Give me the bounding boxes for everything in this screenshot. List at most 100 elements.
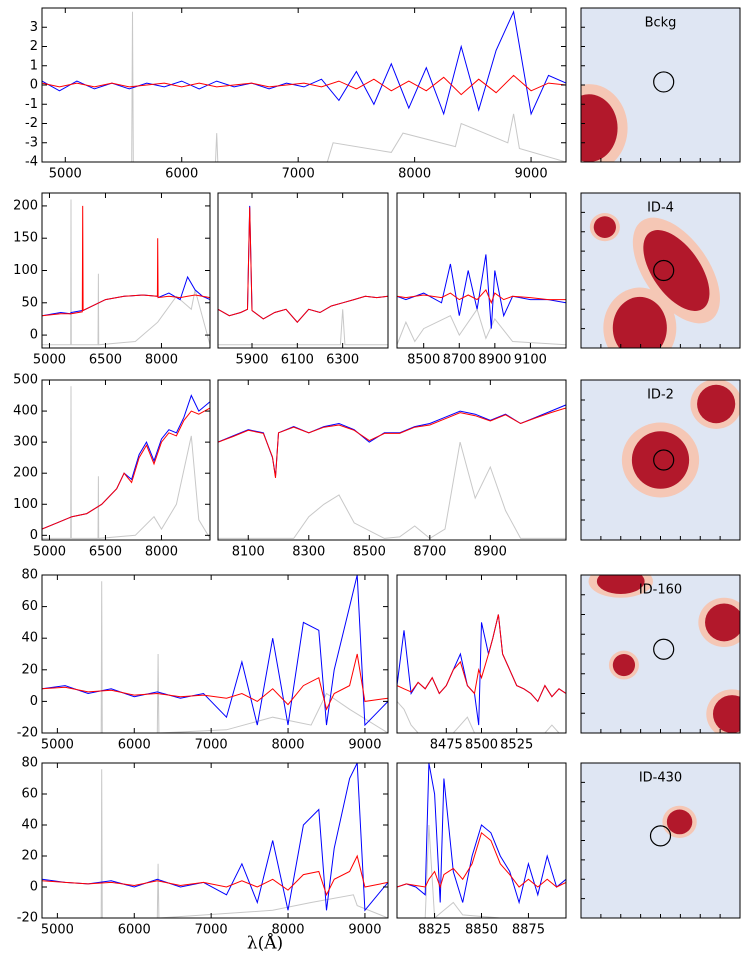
spectrum-line — [42, 653, 388, 711]
y-tick-label: 1 — [30, 58, 38, 73]
image-label: Bckg — [645, 16, 677, 31]
y-tick-label: 3 — [30, 20, 38, 35]
spectrum-line — [218, 441, 566, 540]
image-panel: ID-160 — [580, 574, 741, 734]
y-tick-label: 2 — [30, 39, 38, 54]
spectrum-line — [42, 11, 566, 162]
source — [712, 695, 740, 733]
y-tick-label: 200 — [13, 198, 38, 213]
y-tick-label: 500 — [13, 373, 38, 388]
x-tick-label: 6000 — [165, 167, 198, 182]
y-tick-label: 200 — [13, 466, 38, 481]
spectrum-panel: 5000 6000 7000 8000 9000 -20 0 20 40 60 80 — [17, 568, 389, 753]
x-axis-label: λ(Å) — [247, 933, 283, 954]
x-tick-label: 8825 — [418, 923, 451, 938]
frame — [41, 192, 211, 349]
spectrum-line — [42, 407, 210, 530]
x-tick-label: 9000 — [515, 167, 548, 182]
y-tick-label: 0 — [30, 78, 38, 93]
aperture — [653, 638, 675, 660]
frame — [396, 192, 567, 349]
spectrum-line — [397, 254, 566, 329]
image-content — [581, 763, 740, 918]
spectrum-panel: 8475 8500 8525 — [396, 574, 567, 753]
y-tick-label: -2 — [25, 116, 38, 131]
image-panel: ID-2 — [580, 379, 741, 541]
y-tick-label: -20 — [17, 726, 38, 741]
image-content — [581, 575, 740, 733]
y-tick-label: 80 — [21, 568, 38, 583]
y-tick-label: 60 — [21, 599, 38, 614]
y-tick-label: 50 — [21, 295, 38, 310]
x-tick-label: 6500 — [89, 353, 122, 368]
y-tick-label: 0 — [30, 694, 38, 709]
x-tick-label: 7000 — [195, 923, 228, 938]
plot-area — [397, 254, 566, 346]
source — [643, 230, 710, 311]
aperture — [649, 825, 672, 847]
plot-area — [42, 10, 566, 162]
x-tick-label: 7000 — [282, 167, 315, 182]
frame — [41, 574, 389, 734]
spectrum-line — [42, 394, 210, 530]
y-tick-label: 400 — [13, 404, 38, 419]
source — [581, 94, 618, 162]
plot-area — [42, 763, 388, 918]
spectrum-line — [397, 831, 566, 889]
x-tick-label: 8850 — [465, 923, 498, 938]
spectrum-line — [42, 386, 210, 539]
x-tick-label: 7000 — [195, 738, 228, 753]
y-tick-label: 100 — [13, 497, 38, 512]
image-label: ID-4 — [647, 201, 674, 216]
y-tick-label: 0 — [30, 880, 38, 895]
source — [593, 216, 616, 238]
spectrum-panel: 8500 8700 8900 9100 — [396, 192, 567, 368]
spectrum-line — [397, 308, 566, 346]
plot-area — [218, 404, 566, 540]
y-tick-label: 100 — [13, 263, 38, 278]
x-tick-label: 5900 — [235, 353, 268, 368]
source — [612, 296, 667, 348]
x-tick-label: 8000 — [145, 545, 178, 560]
x-tick-label: 6100 — [281, 353, 314, 368]
frame — [396, 574, 567, 734]
y-tick-label: 0 — [30, 328, 38, 343]
x-tick-label: 5000 — [33, 353, 66, 368]
x-tick-label: 8500 — [407, 353, 440, 368]
spectrum-line — [218, 205, 388, 323]
x-tick-label: 6000 — [118, 738, 151, 753]
aperture — [653, 259, 675, 282]
x-tick-label: 5000 — [41, 923, 74, 938]
image-panel: ID-430 — [580, 762, 741, 919]
x-tick-label: 8475 — [430, 738, 463, 753]
spectrum-line — [42, 205, 210, 317]
y-tick-label: 150 — [13, 231, 38, 246]
x-tick-label: 9100 — [514, 353, 547, 368]
spectrum-line — [42, 854, 388, 897]
spectrum-line — [397, 701, 566, 733]
x-tick-label: 8000 — [398, 167, 431, 182]
aperture — [653, 449, 675, 471]
x-tick-label: 8300 — [292, 545, 325, 560]
frame — [217, 192, 389, 349]
y-tick-label: 20 — [21, 662, 38, 677]
spectrum-line — [42, 581, 388, 733]
spectrum-line — [397, 288, 566, 305]
x-tick-label: 8900 — [478, 353, 511, 368]
x-tick-label: 8100 — [232, 545, 265, 560]
image-content — [581, 380, 740, 540]
x-tick-label: 5000 — [41, 738, 74, 753]
image-content — [581, 193, 740, 348]
y-tick-label: 60 — [21, 787, 38, 802]
x-tick-label: 8525 — [500, 738, 533, 753]
image-panel: ID-4 — [580, 192, 741, 349]
spectrum-panel: 5000 6500 8000 0 100 200 300 400 500 — [13, 373, 211, 560]
spectrum-panel: 8825 8850 8875 — [396, 762, 567, 938]
x-tick-label: 8000 — [271, 738, 304, 753]
frame — [41, 762, 389, 919]
y-tick-label: 40 — [21, 818, 38, 833]
source — [697, 384, 736, 424]
spectrum-line — [218, 407, 566, 478]
x-tick-label: 8700 — [443, 353, 476, 368]
